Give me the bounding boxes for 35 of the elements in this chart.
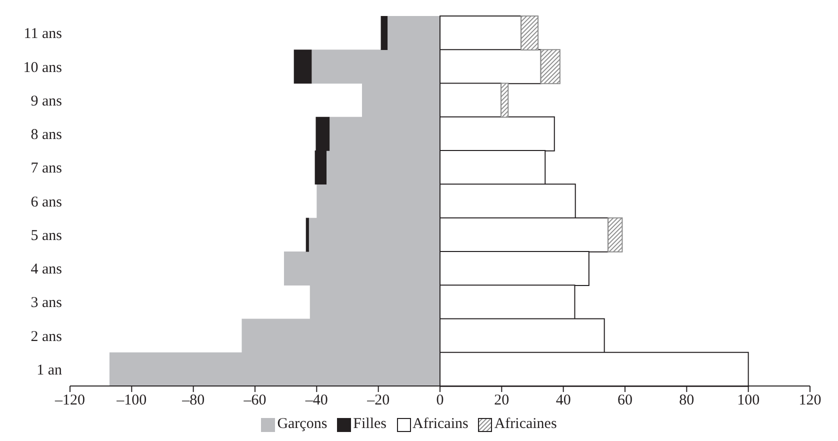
bar [500,82,509,118]
legend-label: Africaines [493,416,557,433]
bar [380,16,388,50]
y-tick-label: 10 ans [23,60,62,76]
x-tick-label: 40 [556,392,571,409]
x-tick-label: 60 [618,392,632,409]
x-tick-label: –20 [366,392,390,409]
x-tick-label: 100 [737,392,760,409]
x-tick-label: 0 [436,392,444,409]
bar [520,16,539,50]
bar [294,50,312,84]
x-tick-label: –80 [181,392,205,409]
legend-label: Africains [412,416,468,433]
x-tick-label: 120 [798,392,822,409]
bar [306,218,309,252]
y-tick-label: 5 ans [30,228,62,244]
legend-label: Garçons [276,416,328,433]
bar [540,49,560,84]
y-tick-label: 11 ans [24,26,62,42]
y-tick-label: 1 an [36,362,62,379]
legend-label: Filles [352,416,387,433]
y-tick-label: 3 ans [30,295,62,312]
x-tick-label: –60 [242,392,266,409]
y-tick-label: 4 ans [30,262,62,278]
x-tick-label: –40 [304,392,328,409]
x-tick-label: –120 [54,392,85,409]
y-tick-label: 6 ans [30,194,62,210]
x-tick-label: 80 [679,392,694,409]
y-tick-label: 9 ans [30,93,62,110]
bar [608,217,623,252]
x-tick-label: 20 [494,392,510,409]
x-tick-label: –100 [116,392,147,409]
y-tick-label: 8 ans [30,127,62,144]
y-tick-label: 2 ans [30,328,62,345]
y-tick-label: 7 ans [30,160,62,177]
